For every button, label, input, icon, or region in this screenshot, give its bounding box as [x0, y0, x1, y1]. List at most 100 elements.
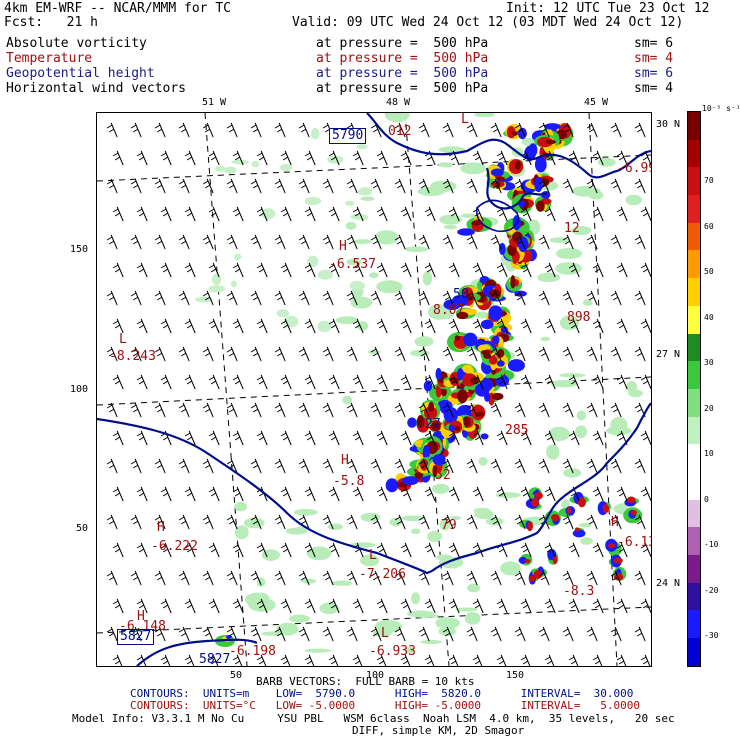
high-value-5: -6.135: [617, 535, 651, 550]
wind-barb: [616, 374, 628, 390]
vorticity-patch: [304, 648, 332, 653]
wind-barb: [232, 262, 244, 278]
wind-barb: [184, 598, 196, 614]
wind-barb: [640, 542, 651, 558]
field-pressure-vorticity: at pressure = 500 hPa: [316, 36, 489, 51]
wind-barb: [178, 458, 190, 474]
vorticity-patch: [443, 224, 457, 230]
wind-barb: [250, 458, 262, 474]
wind-barb: [610, 290, 622, 306]
wind-barb: [472, 542, 484, 558]
colorbar-label: 50: [704, 267, 714, 276]
wind-barb: [136, 598, 148, 614]
vorticity-patch: [331, 580, 353, 586]
vorticity-patch: [457, 228, 475, 236]
wind-barb: [106, 122, 118, 138]
colorbar-swatch: [688, 444, 700, 472]
wind-barb: [136, 430, 148, 446]
wind-barb: [442, 122, 454, 138]
wind-barb: [544, 262, 556, 278]
wind-barb: [472, 486, 484, 502]
wind-barb: [250, 346, 262, 362]
wind-barb: [106, 626, 118, 642]
wind-barb: [490, 178, 502, 194]
wind-barb: [328, 542, 340, 558]
wind-barb: [274, 122, 286, 138]
wind-barb: [226, 234, 238, 250]
wind-barb: [160, 262, 172, 278]
colorbar-label: -30: [704, 631, 719, 640]
temp-value-bottom: -6.198: [229, 644, 276, 659]
wind-barb: [106, 346, 118, 362]
vorticity-patch: [566, 506, 571, 515]
wind-barb: [538, 290, 550, 306]
vorticity-patch: [471, 220, 482, 226]
colorbar-swatch: [688, 610, 700, 639]
wind-barb: [256, 542, 268, 558]
wind-barb: [400, 206, 412, 222]
wind-barb: [376, 262, 388, 278]
wind-barb: [370, 178, 382, 194]
wind-barb: [322, 178, 334, 194]
wind-barb: [418, 570, 430, 586]
wind-barb: [250, 514, 262, 530]
wind-barb: [202, 626, 214, 642]
wind-barb: [376, 206, 388, 222]
vorticity-patch: [544, 123, 561, 130]
coastline: [97, 113, 651, 666]
wind-barb: [514, 290, 526, 306]
wind-barb: [640, 374, 651, 390]
high-value-2: -5.8: [333, 474, 365, 489]
height-value-27: 27: [425, 417, 441, 432]
wind-barb: [610, 346, 622, 362]
wind-barb: [322, 346, 334, 362]
colorbar-swatch: [688, 195, 700, 223]
wind-barb: [520, 430, 532, 446]
wind-barb: [112, 318, 124, 334]
wind-barb: [160, 150, 172, 166]
vorticity-patch: [423, 380, 433, 392]
wind-barb: [280, 206, 292, 222]
high-label-4: H: [137, 609, 145, 624]
vorticity-patch: [289, 614, 310, 623]
vorticity-patch: [439, 214, 462, 225]
field-pressure-wind: at pressure = 500 hPa: [316, 81, 489, 96]
wind-barb: [610, 178, 622, 194]
wind-barb: [544, 486, 556, 502]
wind-barb: [160, 542, 172, 558]
height-value-50: 50: [453, 287, 469, 302]
wind-barb: [232, 318, 244, 334]
wind-barb: [616, 318, 628, 334]
vorticity-patch: [480, 319, 494, 330]
wind-barb: [112, 542, 124, 558]
wind-barb: [424, 542, 436, 558]
vorticity-patch: [374, 619, 403, 633]
vorticity-patch: [404, 246, 428, 253]
wind-barb: [208, 206, 220, 222]
wind-barb: [538, 178, 550, 194]
wind-barb: [298, 290, 310, 306]
wind-barb: [586, 234, 598, 250]
wind-barb: [592, 206, 604, 222]
wind-barb: [544, 206, 556, 222]
wind-barb: [274, 178, 286, 194]
wind-barb: [568, 598, 580, 614]
wind-barb: [562, 122, 574, 138]
wind-barb: [232, 486, 244, 502]
wind-barb: [424, 598, 436, 614]
wind-barb: [154, 290, 166, 306]
wind-barb: [418, 458, 430, 474]
wind-barb: [640, 206, 651, 222]
field-pressure-temperature: at pressure = 500 hPa: [316, 51, 489, 66]
wind-barb: [490, 234, 502, 250]
wind-barb: [202, 122, 214, 138]
vorticity-patch: [404, 646, 415, 654]
wind-barb: [562, 346, 574, 362]
wind-barb: [496, 262, 508, 278]
wind-barb: [184, 150, 196, 166]
vorticity-patch: [534, 176, 543, 193]
wind-barb: [202, 402, 214, 418]
low-value-2: -7.206: [359, 567, 406, 582]
wind-barb: [496, 486, 508, 502]
wind-barb: [466, 402, 478, 418]
